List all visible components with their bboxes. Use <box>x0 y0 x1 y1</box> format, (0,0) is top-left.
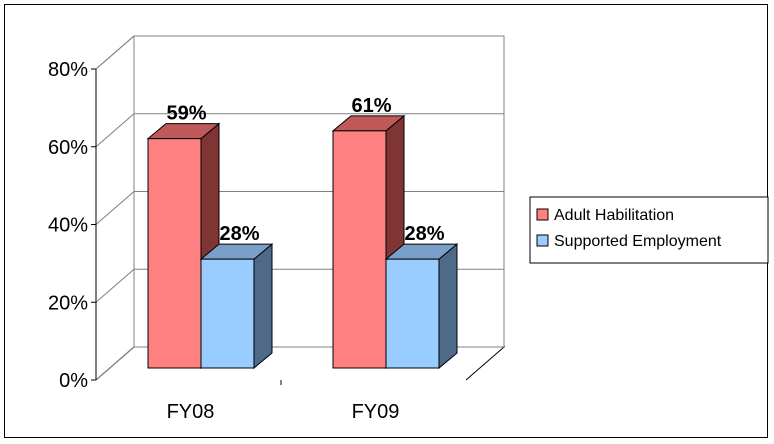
x-axis: FY08 FY09 <box>167 380 400 423</box>
y-tick-label: 20% <box>48 292 88 314</box>
data-label: 28% <box>404 223 444 245</box>
legend-swatch <box>536 208 549 221</box>
data-labels: 59% 28% 61% 28% <box>166 95 444 245</box>
legend-label: Supported Employment <box>554 233 722 250</box>
legend-box <box>529 196 769 264</box>
bar <box>200 258 255 369</box>
data-label: 59% <box>166 103 206 125</box>
y-tick-label: 60% <box>48 137 88 159</box>
bar <box>332 130 387 369</box>
bar-side <box>438 243 458 370</box>
side-gridline <box>95 35 135 70</box>
x-tick-label: FY09 <box>352 401 400 423</box>
legend-label: Adult Habilitation <box>554 207 674 224</box>
bar-side <box>253 243 273 370</box>
legend-swatch <box>536 234 549 247</box>
side-gridline <box>95 346 135 381</box>
bar <box>147 138 202 369</box>
y-tick-label: 80% <box>48 59 88 81</box>
data-label: 28% <box>219 223 259 245</box>
side-gridline <box>95 191 135 225</box>
bars <box>146 114 459 370</box>
side-gridline <box>95 268 135 303</box>
data-label: 61% <box>351 95 391 117</box>
bar <box>385 258 440 369</box>
side-gridline <box>95 113 135 148</box>
legend: Adult Habilitation Supported Employment <box>529 196 769 264</box>
y-axis: 0% 20% 40% 60% 80% <box>48 59 97 392</box>
y-tick-label: 0% <box>59 370 88 392</box>
x-tick-label: FY08 <box>167 401 215 423</box>
y-tick-label: 40% <box>48 215 88 237</box>
